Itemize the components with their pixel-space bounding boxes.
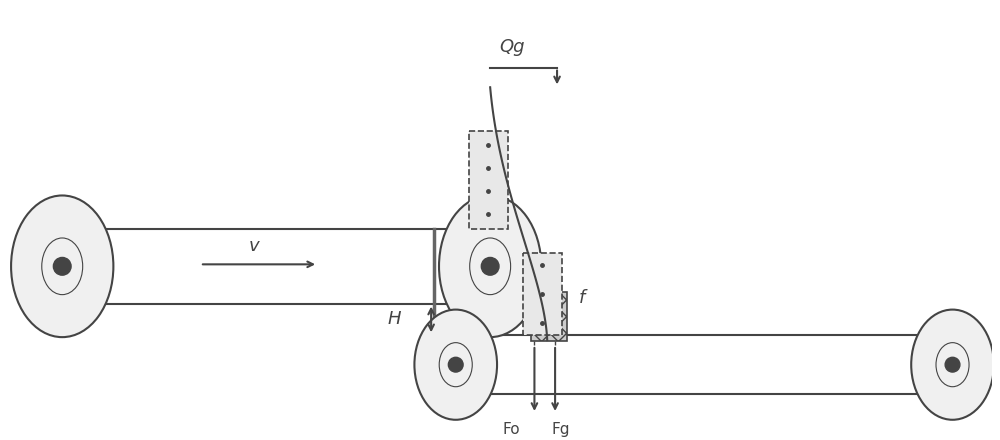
Bar xyxy=(531,292,567,341)
Ellipse shape xyxy=(945,357,960,372)
Text: H: H xyxy=(388,311,401,328)
Text: Fg: Fg xyxy=(551,422,570,437)
Ellipse shape xyxy=(448,357,463,372)
Ellipse shape xyxy=(470,238,511,295)
Bar xyxy=(523,253,562,335)
Text: Fo: Fo xyxy=(503,422,521,437)
Text: f: f xyxy=(579,289,585,307)
Bar xyxy=(469,131,508,229)
Ellipse shape xyxy=(911,310,994,420)
Ellipse shape xyxy=(936,343,969,387)
Ellipse shape xyxy=(481,257,499,275)
Text: v: v xyxy=(249,237,259,254)
Ellipse shape xyxy=(53,257,71,275)
Ellipse shape xyxy=(439,343,472,387)
Ellipse shape xyxy=(439,195,541,337)
Ellipse shape xyxy=(42,238,83,295)
Ellipse shape xyxy=(414,310,497,420)
Ellipse shape xyxy=(11,195,113,337)
Text: Qg: Qg xyxy=(499,38,525,56)
